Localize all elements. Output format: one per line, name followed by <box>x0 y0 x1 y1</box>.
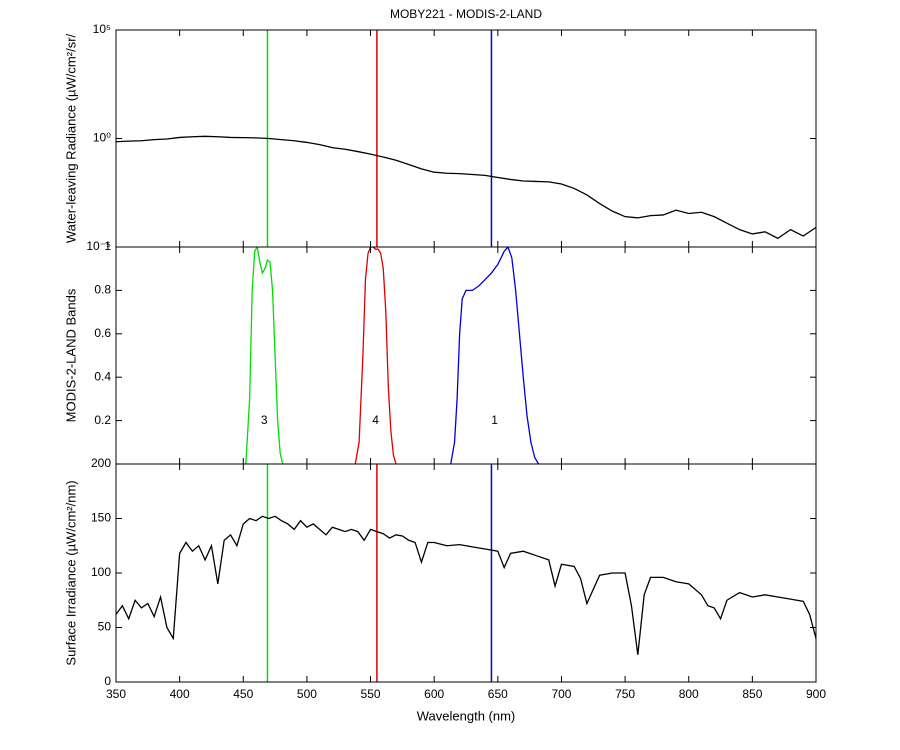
plot-area <box>116 464 816 682</box>
y-tick-label: 10⁵ <box>93 22 111 36</box>
axes-frame <box>115 29 817 248</box>
data-line <box>245 247 284 464</box>
y-tick-label: 10⁻⁵ <box>86 239 111 253</box>
y-axis-label: MODIS-2-LAND Bands <box>63 288 78 422</box>
y-tick-label: 50 <box>98 620 112 634</box>
y-tick-label: 0.6 <box>94 326 111 340</box>
x-tick-label: 650 <box>488 687 508 701</box>
x-tick-label: 850 <box>742 687 762 701</box>
x-tick-label: 500 <box>297 687 317 701</box>
y-tick-label: 0 <box>104 674 111 688</box>
plot-area <box>116 30 816 247</box>
y-tick-label: 200 <box>91 456 111 470</box>
y-tick-label: 100 <box>91 565 111 579</box>
chart-title: MOBY221 - MODIS-2-LAND <box>390 7 542 21</box>
x-axis-label: Wavelength (nm) <box>417 708 516 723</box>
data-line <box>450 247 540 464</box>
y-tick-label: 0.8 <box>94 283 111 297</box>
data-line <box>116 515 816 655</box>
y-tick-label: 0.4 <box>94 369 111 383</box>
axes-frame <box>115 463 817 683</box>
data-line <box>354 247 397 464</box>
y-tick-label: 0.2 <box>94 413 111 427</box>
band-label: 3 <box>261 413 268 427</box>
x-tick-label: 700 <box>551 687 571 701</box>
plot-area <box>245 247 540 464</box>
x-tick-label: 750 <box>615 687 635 701</box>
x-tick-label: 600 <box>424 687 444 701</box>
x-tick-label: 450 <box>233 687 253 701</box>
y-tick-label: 10⁰ <box>93 131 111 145</box>
axes-frame <box>115 246 817 465</box>
y-axis-label: Surface Irradiance (µW/cm²/nm) <box>63 480 78 665</box>
x-tick-label: 900 <box>806 687 826 701</box>
x-tick-label: 800 <box>679 687 699 701</box>
band-label: 1 <box>491 413 498 427</box>
y-axis-label: Water-leaving Radiance (µW/cm²/sr/ <box>63 33 78 243</box>
x-tick-label: 350 <box>106 687 126 701</box>
y-tick-label: 150 <box>91 511 111 525</box>
band-label: 4 <box>372 413 379 427</box>
x-tick-label: 550 <box>361 687 381 701</box>
data-line <box>116 135 816 240</box>
x-tick-label: 400 <box>170 687 190 701</box>
y-tick-label: 1 <box>104 239 111 253</box>
